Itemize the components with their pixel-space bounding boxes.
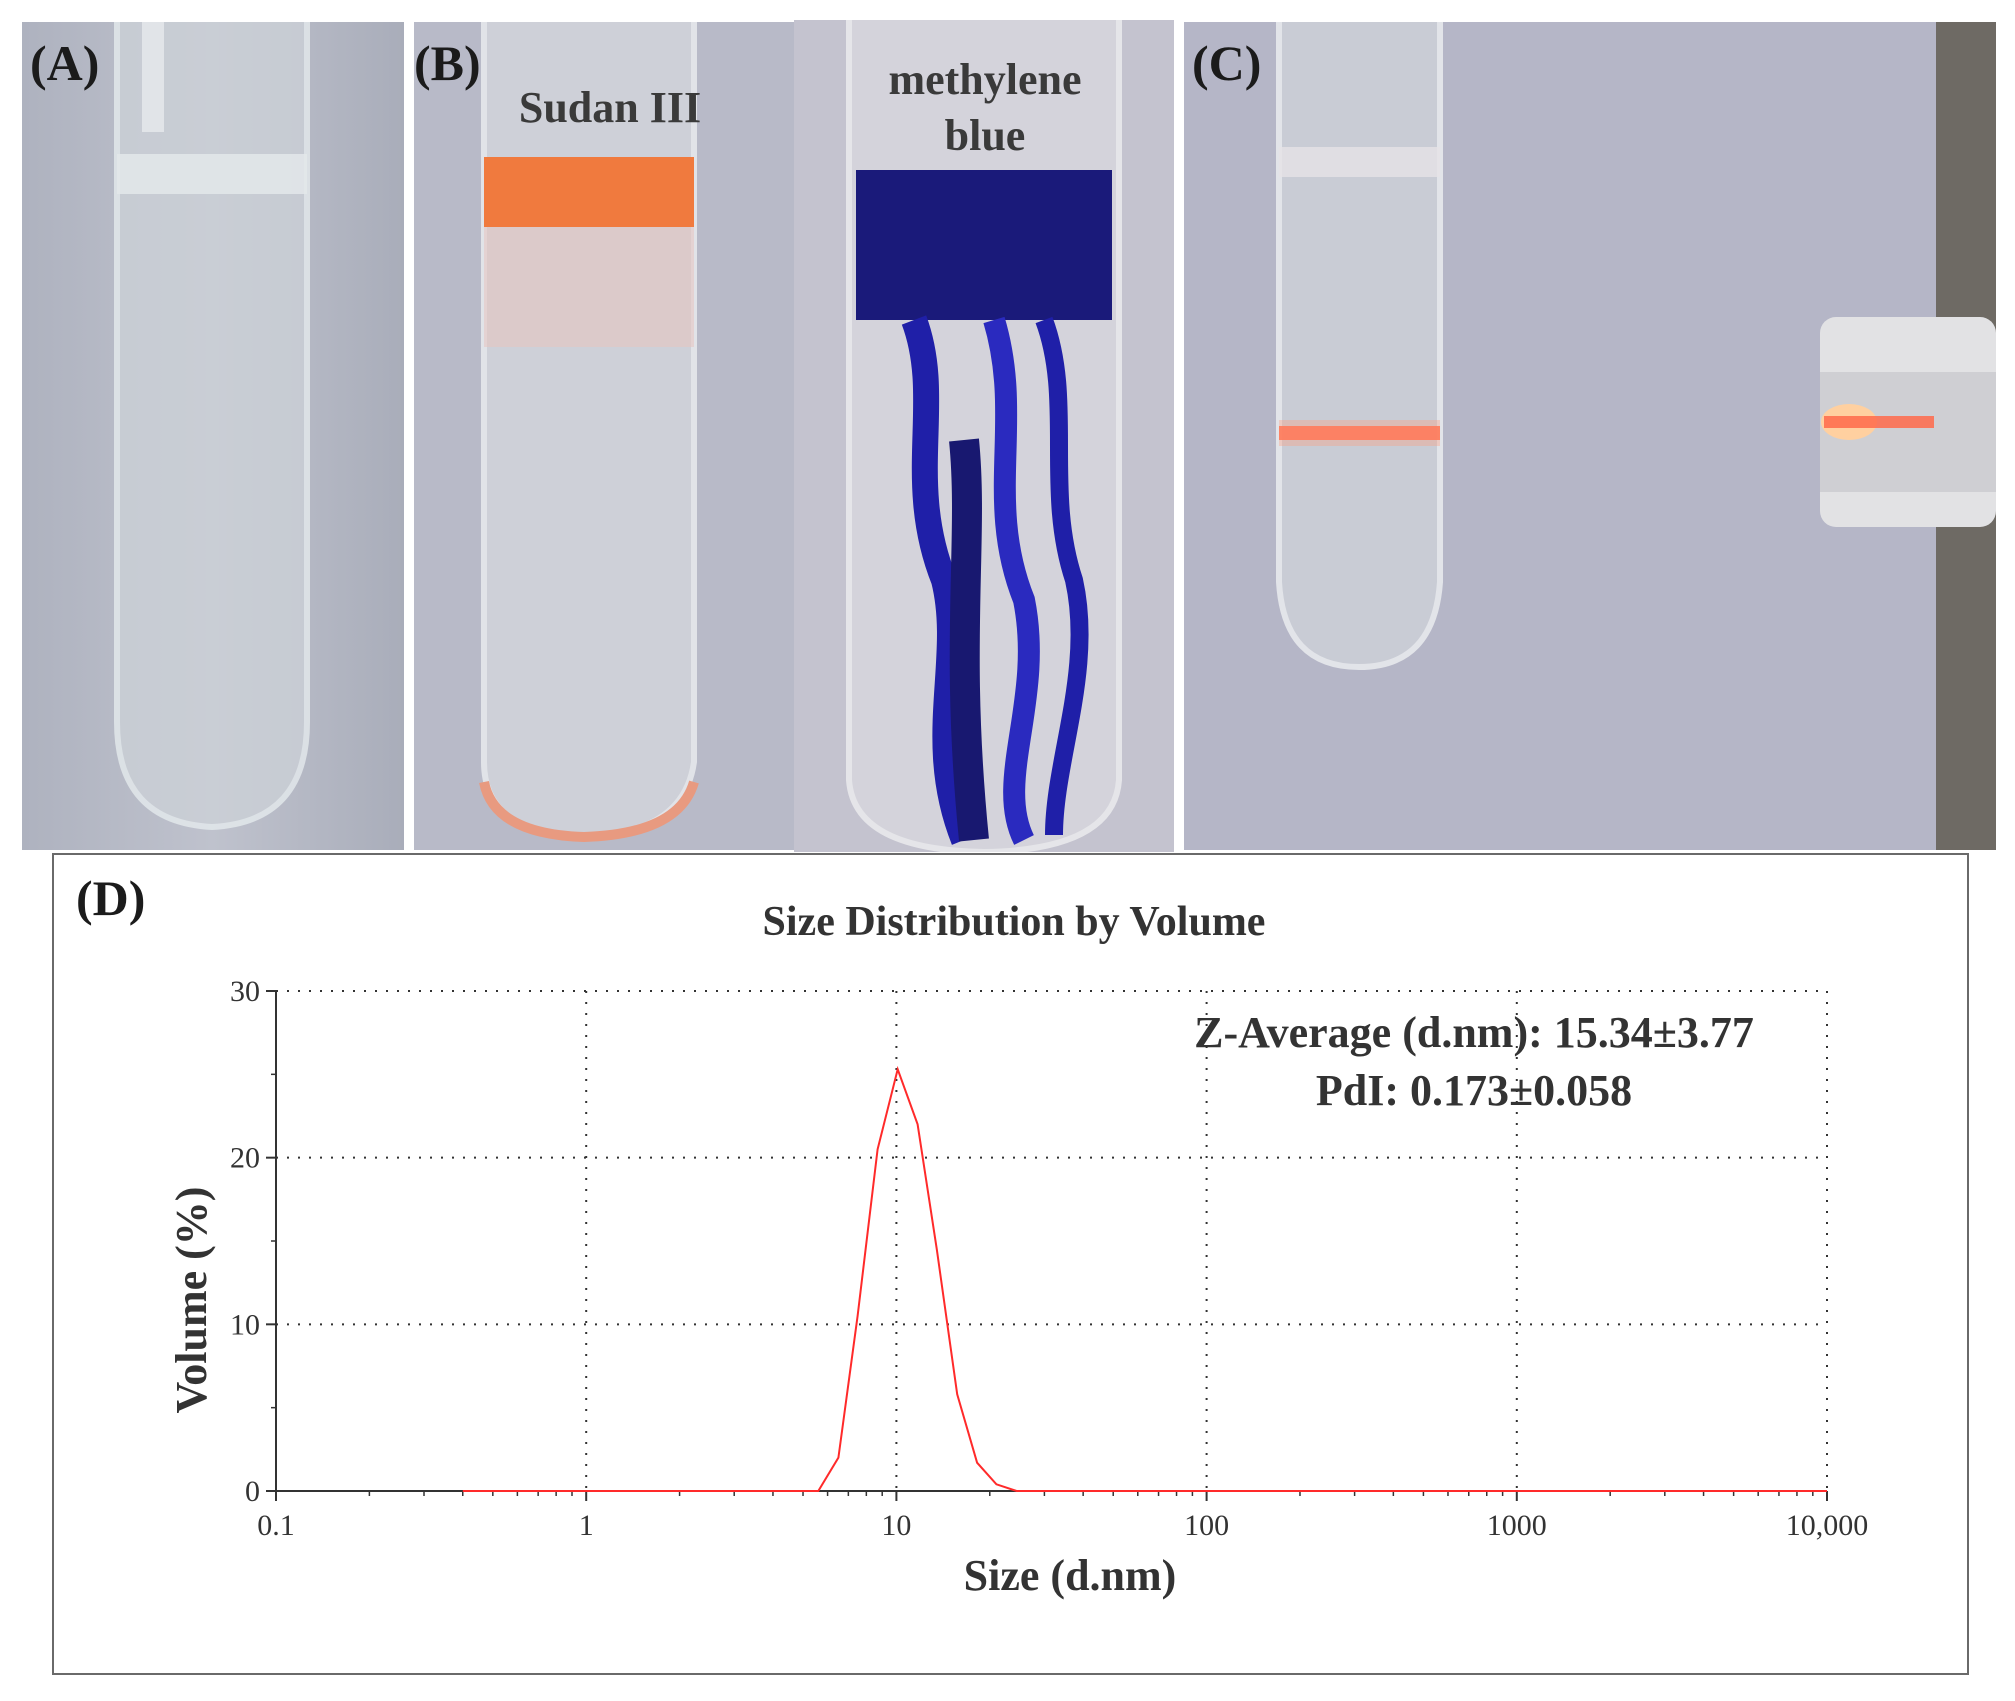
sudan-iii-label: Sudan III	[518, 83, 702, 132]
photo-panel-a	[22, 22, 404, 850]
x-tick-label: 1	[579, 1509, 594, 1542]
y-tick-label: 20	[230, 1142, 260, 1175]
tyndall-effect-photo	[1184, 22, 1996, 850]
x-tick-label: 0.1	[257, 1509, 295, 1542]
chart-title: Size Distribution by Volume	[763, 899, 1266, 945]
pdi-annotation: PdI: 0.173±0.058	[1316, 1066, 1632, 1115]
panel-label-c: (C)	[1192, 35, 1262, 91]
test-tube-sudan-photo	[414, 22, 794, 850]
test-tube-clear-photo	[22, 22, 404, 850]
y-tick-label: 10	[230, 1308, 260, 1341]
panel-label-d: (D)	[76, 870, 146, 926]
photo-panel-c-tyndall	[1184, 22, 1996, 850]
photo-panel-methylene-blue	[794, 20, 1174, 852]
test-tube-methylene-photo	[794, 20, 1174, 852]
photo-panel-b-sudan	[414, 22, 794, 850]
methylene-label-line2: blue	[944, 111, 1026, 160]
size-distribution-curve	[462, 1065, 1827, 1492]
y-tick-label: 30	[230, 975, 260, 1008]
x-tick-label: 10	[881, 1509, 911, 1542]
x-tick-label: 100	[1184, 1509, 1229, 1542]
size-distribution-chart: Size Distribution by Volume 0.1 1 10 100 100…	[167, 899, 1868, 1600]
panel-d-chart: (D) Size Distribution by Volume 0.1 1 10 10…	[52, 853, 1969, 1675]
y-axis-label: Volume (%)	[167, 1187, 216, 1414]
z-average-annotation: Z-Average (d.nm): 15.34±3.77	[1194, 1008, 1754, 1057]
x-axis-label: Size (d.nm)	[964, 1551, 1177, 1600]
methylene-label-line1: methylene	[888, 55, 1082, 104]
y-tick-label: 0	[245, 1475, 260, 1508]
x-tick-label: 10,000	[1786, 1509, 1869, 1542]
panel-label-a: (A)	[30, 35, 100, 91]
ticks-layer: 0.1 1 10 100 1000 10,000 0 10 20 30	[230, 975, 1868, 1542]
panel-label-b: (B)	[414, 35, 481, 91]
x-tick-label: 1000	[1487, 1509, 1547, 1542]
